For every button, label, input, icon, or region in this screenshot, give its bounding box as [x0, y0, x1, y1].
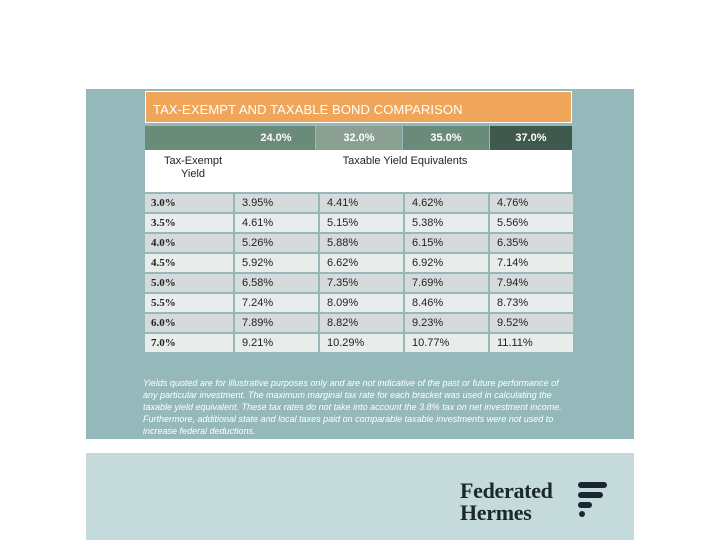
taxable-equivalent-cell: 10.77% — [405, 334, 488, 352]
table-row: 4.0% 5.26% 5.88% 6.15% 6.35% — [145, 234, 573, 252]
taxable-equivalent-cell: 8.09% — [320, 294, 403, 312]
table-row: 5.5% 7.24% 8.09% 8.46% 8.73% — [145, 294, 573, 312]
taxable-equivalent-cell: 4.61% — [235, 214, 318, 232]
tax-exempt-yield-cell: 3.5% — [145, 214, 233, 232]
tax-exempt-yield-cell: 3.0% — [145, 194, 233, 212]
tax-exempt-yield-cell: 5.5% — [145, 294, 233, 312]
logo-line-2: Hermes — [460, 500, 532, 525]
table-row: 6.0% 7.89% 8.82% 9.23% 9.52% — [145, 314, 573, 332]
tax-exempt-yield-text: Tax-Exempt Yield — [163, 155, 223, 180]
taxable-yield-equivalents-label: Taxable Yield Equivalents — [342, 155, 468, 167]
federated-hermes-logo: Federated Hermes — [460, 478, 607, 525]
subheader-area — [145, 150, 572, 192]
tax-exempt-yield-label: Tax-Exempt Yield — [153, 155, 233, 181]
taxable-equivalent-cell: 7.35% — [320, 274, 403, 292]
taxable-equivalent-cell: 6.15% — [405, 234, 488, 252]
taxable-equivalent-cell: 9.21% — [235, 334, 318, 352]
table-row: 5.0% 6.58% 7.35% 7.69% 7.94% — [145, 274, 573, 292]
header-bracket-24: 24.0% — [237, 126, 315, 150]
taxable-equivalent-cell: 6.92% — [405, 254, 488, 272]
taxable-equivalent-cell: 4.62% — [405, 194, 488, 212]
taxable-equivalent-cell: 6.58% — [235, 274, 318, 292]
taxable-equivalent-cell: 7.69% — [405, 274, 488, 292]
taxable-equivalent-cell: 5.88% — [320, 234, 403, 252]
yield-table: 3.0% 3.95% 4.41% 4.62% 4.76% 3.5% 4.61% 5.15% 5.… — [143, 192, 575, 354]
taxable-equivalent-cell: 4.41% — [320, 194, 403, 212]
taxable-equivalent-cell: 7.89% — [235, 314, 318, 332]
taxable-equivalent-cell: 5.92% — [235, 254, 318, 272]
taxable-equivalent-cell: 8.46% — [405, 294, 488, 312]
tax-exempt-yield-cell: 4.0% — [145, 234, 233, 252]
table-row: 3.5% 4.61% 5.15% 5.38% 5.56% — [145, 214, 573, 232]
federated-hermes-mark-icon — [578, 482, 607, 517]
header-bracket-37: 37.0% — [490, 126, 572, 150]
logo-line-1: Federated — [460, 478, 553, 503]
taxable-equivalent-cell: 5.56% — [490, 214, 573, 232]
tax-exempt-yield-cell: 6.0% — [145, 314, 233, 332]
table-row: 4.5% 5.92% 6.62% 6.92% 7.14% — [145, 254, 573, 272]
tax-exempt-yield-cell: 7.0% — [145, 334, 233, 352]
taxable-equivalent-cell: 5.15% — [320, 214, 403, 232]
taxable-equivalent-cell: 6.35% — [490, 234, 573, 252]
taxable-equivalent-cell: 7.94% — [490, 274, 573, 292]
taxable-equivalent-cell: 8.82% — [320, 314, 403, 332]
taxable-equivalent-cell: 7.24% — [235, 294, 318, 312]
taxable-equivalent-cell: 9.52% — [490, 314, 573, 332]
taxable-equivalent-cell: 5.26% — [235, 234, 318, 252]
taxable-equivalent-cell: 8.73% — [490, 294, 573, 312]
taxable-equivalent-cell: 5.38% — [405, 214, 488, 232]
taxable-equivalent-cell: 7.14% — [490, 254, 573, 272]
taxable-equivalent-cell: 4.76% — [490, 194, 573, 212]
table-row: 7.0% 9.21% 10.29% 10.77% 11.11% — [145, 334, 573, 352]
tax-exempt-yield-cell: 5.0% — [145, 274, 233, 292]
taxable-equivalent-cell: 3.95% — [235, 194, 318, 212]
taxable-equivalent-cell: 6.62% — [320, 254, 403, 272]
header-blank-cell — [145, 126, 237, 150]
footnote: Yields quoted are for illustrative purpo… — [143, 378, 562, 436]
table-title: TAX-EXEMPT AND TAXABLE BOND COMPARISON — [145, 91, 572, 123]
table-row: 3.0% 3.95% 4.41% 4.62% 4.76% — [145, 194, 573, 212]
footer-band — [86, 453, 634, 540]
taxable-equivalent-cell: 10.29% — [320, 334, 403, 352]
tax-exempt-yield-cell: 4.5% — [145, 254, 233, 272]
taxable-equivalent-cell: 9.23% — [405, 314, 488, 332]
header-bracket-32: 32.0% — [316, 126, 402, 150]
header-bracket-35: 35.0% — [403, 126, 489, 150]
taxable-equivalent-cell: 11.11% — [490, 334, 573, 352]
